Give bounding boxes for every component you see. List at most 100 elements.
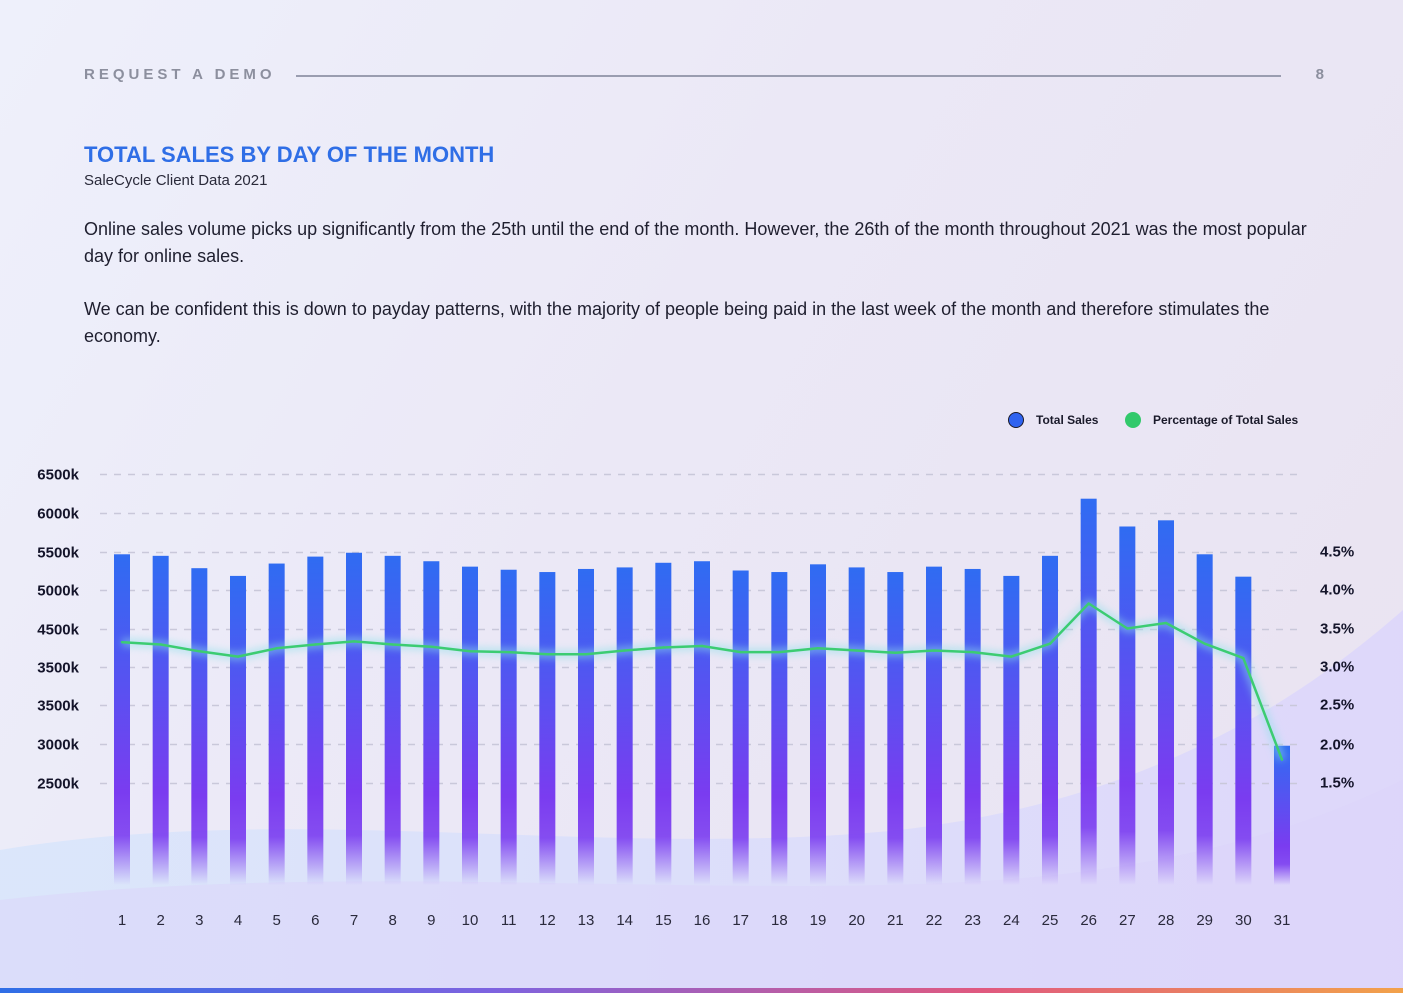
percentage-point-day-17 — [739, 650, 742, 654]
bar-total-sales-day-18 — [771, 572, 788, 885]
left-axis-tick-label: 6500k — [37, 467, 79, 484]
x-axis-tick-label: 24 — [1003, 912, 1020, 929]
bar-total-sales-day-30 — [1235, 576, 1252, 885]
right-axis-tick-label: 4.0% — [1320, 582, 1354, 599]
percentage-point-day-29 — [1203, 642, 1206, 645]
right-axis-tick-label: 3.0% — [1320, 659, 1354, 676]
bar-total-sales-day-8 — [384, 555, 401, 885]
request-demo-link[interactable]: REQUEST A DEMO — [84, 66, 276, 83]
paragraph-1: Online sales volume picks up significant… — [84, 219, 1307, 266]
percentage-point-day-6 — [314, 643, 317, 646]
bar-total-sales-day-22 — [926, 566, 942, 885]
bar-total-sales-day-27 — [1119, 526, 1136, 885]
bar-total-sales-day-13 — [578, 568, 594, 885]
bar-total-sales-day-5 — [268, 563, 285, 885]
x-axis-tick-label: 11 — [501, 912, 517, 929]
right-axis-tick-label: 3.5% — [1320, 621, 1354, 638]
bar-total-sales-day-31 — [1274, 745, 1290, 885]
x-axis-tick-label: 29 — [1196, 912, 1213, 929]
x-axis-tick-label: 1 — [118, 912, 126, 929]
bar-total-sales-day-26 — [1080, 498, 1097, 885]
bar-total-sales-day-24 — [1003, 575, 1020, 885]
percentage-point-day-16 — [700, 644, 704, 648]
percentage-point-day-26 — [1087, 602, 1090, 605]
x-axis-tick-label: 12 — [539, 912, 556, 929]
percentage-point-day-22 — [932, 649, 936, 652]
x-axis-tick-label: 27 — [1119, 912, 1136, 929]
x-axis-tick-label: 20 — [848, 912, 865, 929]
percentage-point-day-15 — [662, 646, 665, 649]
left-axis-tick-label: 2500k — [37, 776, 79, 793]
bar-total-sales-day-29 — [1196, 554, 1213, 885]
right-axis-tick-label: 2.5% — [1320, 697, 1354, 714]
percentage-point-day-21 — [894, 651, 897, 655]
right-axis-tick-label: 1.5% — [1320, 775, 1354, 792]
percentage-point-day-25 — [1048, 642, 1052, 645]
right-axis-tick-label: 4.5% — [1320, 544, 1354, 561]
x-axis-tick-label: 25 — [1042, 912, 1059, 929]
bar-total-sales-day-10 — [462, 566, 478, 885]
bar-total-sales-day-28 — [1158, 520, 1174, 885]
percentage-point-day-4 — [236, 655, 240, 658]
left-axis-tick-label: 6000k — [37, 506, 79, 523]
percentage-point-day-11 — [507, 650, 510, 654]
percentage-point-day-14 — [623, 649, 626, 652]
sales-chart: 6500k 6000k 5500k 5000k 4500k 3500k 3500k 3000k… — [37, 467, 1354, 930]
left-axis-tick-label: 5000k — [37, 583, 79, 600]
bar-total-sales-day-23 — [964, 568, 981, 885]
percentage-point-day-7 — [352, 640, 356, 643]
left-axis-tick-label: 3500k — [37, 698, 79, 715]
bar-total-sales-day-21 — [887, 572, 904, 885]
right-axis-tick-label: 2.0% — [1320, 737, 1354, 754]
percentage-point-day-12 — [546, 653, 549, 656]
page-header: REQUEST A DEMO 8 — [84, 62, 1324, 90]
paragraph-2: We can be confident this is down to payd… — [84, 299, 1270, 346]
percentage-point-day-1 — [120, 640, 124, 644]
x-axis-tick-label: 28 — [1158, 912, 1175, 929]
bar-total-sales-day-4 — [230, 575, 246, 885]
percentage-point-day-10 — [468, 650, 472, 653]
bar-total-sales-day-11 — [500, 569, 517, 885]
percentage-point-day-27 — [1126, 627, 1129, 630]
percentage-point-day-20 — [855, 649, 858, 652]
x-axis-tick-label: 3 — [195, 912, 203, 929]
left-axis-tick-label: 3000k — [37, 737, 79, 754]
legend-item-percentage: Percentage of Total Sales — [1125, 412, 1298, 428]
percentage-point-day-13 — [584, 653, 588, 656]
x-axis-tick-label: 13 — [578, 912, 595, 929]
x-axis-tick-label: 6 — [311, 912, 319, 929]
x-axis-tick-label: 16 — [694, 912, 711, 929]
percentage-point-day-18 — [778, 650, 781, 654]
x-axis-tick-label: 23 — [964, 912, 981, 929]
percentage-point-day-30 — [1242, 656, 1245, 660]
x-axis-tick-label: 5 — [272, 912, 280, 929]
blue-circle-icon — [1008, 412, 1024, 428]
green-circle-icon — [1125, 412, 1141, 428]
left-axis-tick-label: 4500k — [37, 622, 79, 639]
bar-total-sales-day-1 — [114, 554, 130, 885]
page-title: TOTAL SALES BY DAY OF THE MONTH — [84, 142, 495, 167]
bar-total-sales-day-2 — [152, 555, 169, 885]
footer-gradient-bar — [0, 988, 1403, 993]
page-subtitle: SaleCycle Client Data 2021 — [84, 172, 268, 189]
x-axis-tick-label: 15 — [655, 912, 672, 929]
bar-total-sales-day-9 — [423, 561, 440, 885]
x-axis-tick-label: 10 — [462, 912, 479, 929]
x-axis-tick-label: 30 — [1235, 912, 1252, 929]
percentage-point-day-19 — [816, 647, 820, 650]
legend-label: Percentage of Total Sales — [1153, 413, 1299, 427]
bar-total-sales-day-14 — [616, 567, 633, 885]
left-axis-tick-label: 3500k — [37, 660, 79, 677]
percentage-point-day-28 — [1164, 621, 1168, 625]
percentage-point-day-24 — [1010, 655, 1013, 658]
bar-total-sales-day-6 — [307, 556, 324, 885]
x-axis-tick-label: 14 — [616, 912, 633, 929]
x-axis-tick-label: 2 — [156, 912, 164, 929]
bar-total-sales-day-17 — [732, 570, 749, 885]
percentage-point-day-9 — [430, 645, 433, 648]
percentage-point-day-2 — [159, 643, 162, 646]
percentage-point-day-5 — [275, 647, 278, 650]
x-axis-tick-label: 22 — [926, 912, 943, 929]
percentage-point-day-8 — [391, 643, 394, 646]
bar-total-sales-day-3 — [191, 568, 208, 885]
